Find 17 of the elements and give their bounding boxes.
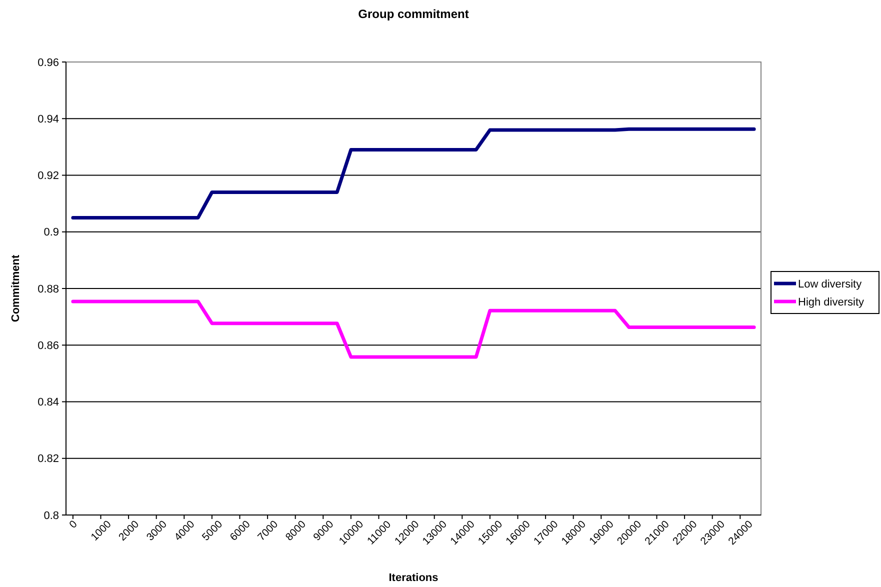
y-tick-label: 0.9: [44, 226, 59, 239]
x-axis-title: Iterations: [388, 572, 438, 584]
x-tick-label: 0: [67, 518, 80, 531]
legend-label: High diversity: [798, 296, 865, 308]
y-tick-label: 0.88: [38, 283, 59, 296]
y-tick-label: 0.86: [38, 340, 59, 352]
y-tick-label: 0.94: [38, 113, 59, 126]
y-tick-label: 0.84: [38, 396, 59, 409]
y-tick-label: 0.96: [38, 56, 59, 69]
line-series: [71, 300, 756, 359]
chart-title: Group commitment: [358, 7, 469, 21]
y-tick-label: 0.92: [38, 170, 59, 182]
legend-label: Low diversity: [798, 278, 862, 290]
y-tick-label: 0.82: [38, 453, 59, 466]
y-tick-label: 0.8: [44, 510, 59, 522]
line-series: [71, 127, 756, 220]
y-axis-title: Commitment: [10, 254, 22, 322]
